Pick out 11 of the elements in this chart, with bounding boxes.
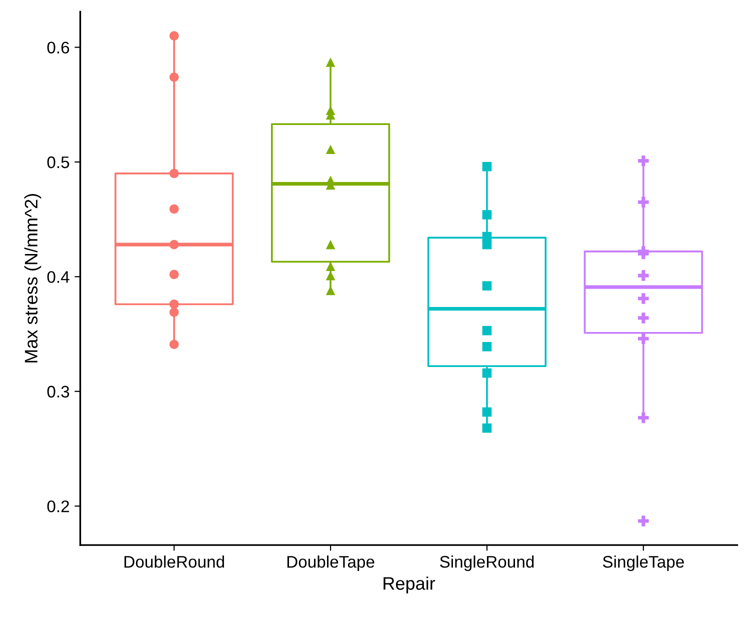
x-tick-label: SingleRound bbox=[440, 555, 534, 572]
y-tick-label: 0.5 bbox=[47, 156, 70, 168]
y-tick-label: 0.4 bbox=[47, 271, 70, 283]
y-tick-label: 0.2 bbox=[47, 500, 69, 512]
y-axis-title: Max stress (N/mm^2) bbox=[24, 194, 42, 362]
y-tick-label: 0.3 bbox=[47, 386, 70, 398]
y-tick-label: 0.6 bbox=[47, 42, 70, 54]
x-tick-label: DoubleRound bbox=[124, 555, 224, 568]
x-axis-title: Repair bbox=[384, 576, 436, 594]
x-tick-label: SingleTape bbox=[602, 555, 684, 572]
x-tick-label: DoubleTape bbox=[287, 555, 374, 572]
